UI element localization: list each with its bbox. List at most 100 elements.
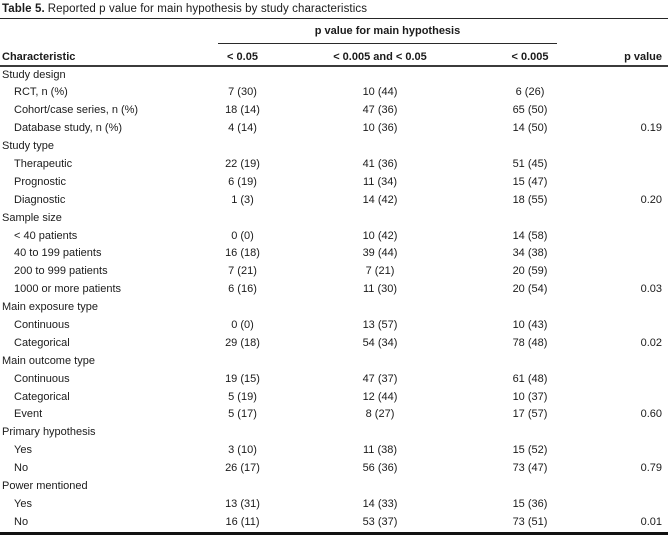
table-cell: 22 (19) <box>225 157 260 170</box>
table-cell: 61 (48) <box>512 372 548 385</box>
table-cell: 11 (38) <box>362 444 398 457</box>
table-cell <box>295 67 465 85</box>
table-cell <box>295 353 465 371</box>
section-header-row: Main exposure type <box>0 299 668 317</box>
table-cell: 0 (0) <box>231 318 254 331</box>
table-cell <box>190 424 295 442</box>
table-cell: 14 (42) <box>362 193 398 206</box>
table-cell <box>595 299 668 317</box>
section-label: Power mentioned <box>2 479 88 492</box>
table-row: Database study, n (%) 4 (14) 10 (36) 14 (50… <box>0 120 668 138</box>
table-cell <box>595 353 668 371</box>
spanner-heading: p value for main hypothesis <box>218 19 557 44</box>
table-cell: 15 (52) <box>512 444 548 457</box>
table-cell: 34 (38) <box>512 247 548 260</box>
row-label: Continuous <box>14 372 70 385</box>
table-cell: 15 (47) <box>512 175 548 188</box>
row-label: < 40 patients <box>14 229 78 242</box>
table-cell: 0 (0) <box>231 229 254 242</box>
table-cell <box>465 353 595 371</box>
section-label: Study type <box>2 140 54 153</box>
table-row: 1000 or more patients 6 (16) 11 (30) 20 (54… <box>0 281 668 299</box>
table-row: Yes 13 (31) 14 (33) 15 (36) <box>0 496 668 514</box>
table-number: Table 5. <box>2 3 45 15</box>
row-label: Prognostic <box>14 175 66 188</box>
spanner-row: p value for main hypothesis <box>0 19 668 44</box>
column-header-lt0005: < 0.005 <box>511 50 549 63</box>
row-label: No <box>14 515 29 528</box>
column-header-row: Characteristic < 0.05 < 0.005 and < 0.05… <box>0 44 668 65</box>
table-cell <box>190 138 295 156</box>
row-label: Cohort/case series, n (%) <box>14 104 139 117</box>
table-cell: 53 (37) <box>362 515 398 528</box>
table-cell <box>465 478 595 496</box>
table-cell <box>295 478 465 496</box>
row-label: Categorical <box>14 336 70 349</box>
table-cell <box>190 353 295 371</box>
row-label: Database study, n (%) <box>14 122 123 135</box>
table-cell: 39 (44) <box>362 247 398 260</box>
section-header-row: Study type <box>0 138 668 156</box>
table-cell: 12 (44) <box>362 390 398 403</box>
spanner-spacer-left <box>0 19 190 44</box>
p-value-cell: 0.19 <box>640 122 662 135</box>
p-value-cell <box>595 174 668 192</box>
section-header-row: Main outcome type <box>0 353 668 371</box>
p-value-cell: 0.03 <box>640 283 662 296</box>
section-header-row: Primary hypothesis <box>0 424 668 442</box>
table-cell: 73 (51) <box>512 515 548 528</box>
row-label: Diagnostic <box>14 193 66 206</box>
table-row: Therapeutic 22 (19) 41 (36) 51 (45) <box>0 156 668 174</box>
row-label: Yes <box>14 497 32 510</box>
table-cell: 7 (21) <box>365 265 395 278</box>
table-cell <box>190 210 295 228</box>
section-header-row: Sample size <box>0 210 668 228</box>
row-label: Event <box>14 408 43 421</box>
table-cell: 20 (59) <box>512 265 548 278</box>
table-cell: 10 (36) <box>362 122 398 135</box>
table-cell: 8 (27) <box>365 408 395 421</box>
table-cell: 65 (50) <box>512 104 548 117</box>
row-label: Categorical <box>14 390 70 403</box>
section-label: Sample size <box>2 211 62 224</box>
table-cell: 13 (31) <box>225 497 260 510</box>
table-row: Prognostic 6 (19) 11 (34) 15 (47) <box>0 174 668 192</box>
section-label: Main exposure type <box>2 301 98 314</box>
table-cell: 19 (15) <box>225 372 260 385</box>
table-cell: 16 (11) <box>225 515 260 528</box>
section-header-row: Study design <box>0 67 668 85</box>
row-label: Therapeutic <box>14 157 73 170</box>
column-header-between: < 0.005 and < 0.05 <box>333 50 427 63</box>
table-cell: 6 (19) <box>228 175 257 188</box>
row-label: 40 to 199 patients <box>14 247 102 260</box>
table-cell <box>295 299 465 317</box>
table-row: < 40 patients 0 (0) 10 (42) 14 (58) <box>0 228 668 246</box>
table-cell: 20 (54) <box>512 283 548 296</box>
table-cell <box>595 424 668 442</box>
table-cell: 11 (30) <box>362 283 398 296</box>
table-cell: 18 (55) <box>512 193 548 206</box>
table-cell: 5 (17) <box>228 408 257 421</box>
p-value-cell <box>595 496 668 514</box>
p-value-cell: 0.79 <box>640 462 662 475</box>
table-row: No 16 (11) 53 (37) 73 (51) 0.01 <box>0 514 668 532</box>
table-row: Continuous 19 (15) 47 (37) 61 (48) <box>0 371 668 389</box>
table-cell: 11 (34) <box>362 175 398 188</box>
table-cell: 6 (16) <box>228 283 257 296</box>
row-label: RCT, n (%) <box>14 86 68 99</box>
row-label: Continuous <box>14 318 70 331</box>
table-cell: 6 (26) <box>515 86 545 99</box>
table-cell: 29 (18) <box>225 336 260 349</box>
section-label: Primary hypothesis <box>2 426 96 439</box>
table-cell <box>595 478 668 496</box>
table-row: Cohort/case series, n (%) 18 (14) 47 (36) 6… <box>0 102 668 120</box>
p-value-cell <box>595 228 668 246</box>
table-cell <box>595 210 668 228</box>
table-cell: 4 (14) <box>228 122 257 135</box>
table-cell <box>465 299 595 317</box>
table-row: Event 5 (17) 8 (27) 17 (57) 0.60 <box>0 406 668 424</box>
table-title: Table 5. Reported p value for main hypoth… <box>0 0 668 18</box>
section-label: Main outcome type <box>2 354 95 367</box>
table-cell <box>190 67 295 85</box>
